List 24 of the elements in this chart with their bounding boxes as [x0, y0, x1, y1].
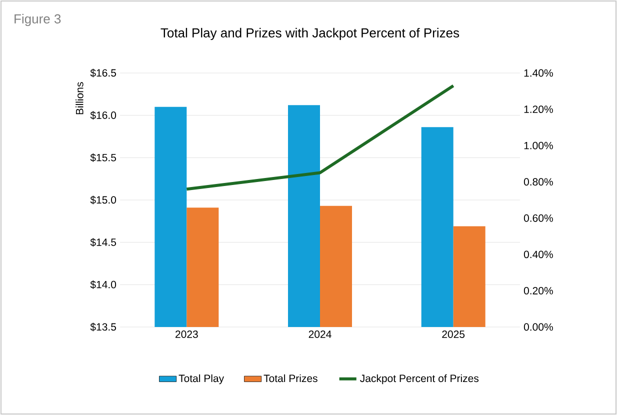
- caption: Figure 3: [14, 14, 61, 26]
- x-tick-label: 2023: [176, 330, 198, 338]
- legend-label: Total Play: [178, 374, 224, 384]
- y-tick-label: $15.5: [90, 153, 116, 162]
- y-tick-label: $14.5: [90, 238, 116, 247]
- y-tick-label: $16.0: [90, 111, 116, 120]
- chart-title: Total Play and Prizes with Jackpot Percent of Prizes: [160, 28, 460, 40]
- y2-tick-label: 0.60%: [524, 214, 553, 222]
- y2-tick-label: 1.20%: [524, 106, 553, 114]
- x-tick-label: 2025: [442, 330, 465, 338]
- y2-tick-label: 1.40%: [524, 69, 553, 77]
- x-tick-label: 2024: [308, 330, 332, 338]
- y-tick-label: $13.5: [90, 322, 116, 332]
- y2-tick-label: 0.80%: [524, 178, 553, 186]
- y-tick-label: $14.0: [90, 280, 116, 289]
- y2-tick-label: 1.00%: [524, 142, 553, 150]
- legend-label: Total Prizes: [264, 374, 318, 382]
- y2-tick-label: 0.40%: [524, 250, 553, 258]
- y-axis-title: Billions: [76, 82, 84, 114]
- y-tick-label: $16.5: [90, 68, 116, 78]
- y2-tick-label: 0.00%: [524, 323, 553, 331]
- y2-tick-label: 0.20%: [524, 287, 553, 294]
- y-tick-label: $15.0: [90, 196, 116, 204]
- legend-label: Jackpot Percent of Prizes: [360, 374, 479, 384]
